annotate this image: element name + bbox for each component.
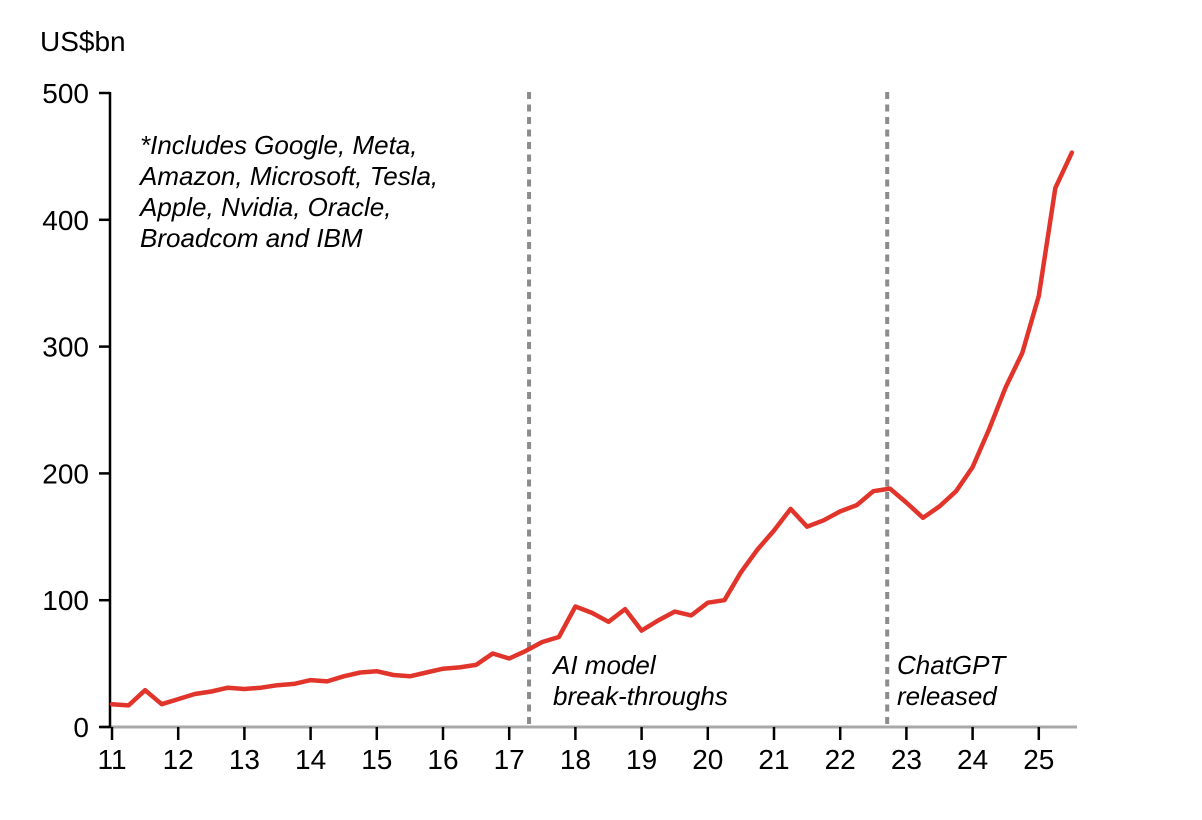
- y-tick-label-400: 400: [42, 205, 89, 236]
- x-tick-label-16: 16: [427, 744, 458, 775]
- series-footnote: *Includes Google, Meta, Amazon, Microsof…: [140, 130, 439, 253]
- x-tick-label-19: 19: [626, 744, 657, 775]
- y-tick-label-100: 100: [42, 585, 89, 616]
- x-tick-label-14: 14: [295, 744, 326, 775]
- x-tick-label-17: 17: [494, 744, 525, 775]
- x-tick-label-11: 11: [97, 744, 126, 775]
- y-tick-label-500: 500: [42, 78, 89, 109]
- x-tick-label-23: 23: [891, 744, 922, 775]
- y-tick-label-0: 0: [73, 712, 89, 743]
- x-tick-label-15: 15: [361, 744, 392, 775]
- x-tick-label-13: 13: [229, 744, 260, 775]
- y-axis-unit-label: US$bn: [40, 26, 126, 57]
- y-tick-label-200: 200: [42, 458, 89, 489]
- x-tick-label-20: 20: [692, 744, 723, 775]
- x-tick-label-21: 21: [758, 744, 789, 775]
- y-tick-label-300: 300: [42, 332, 89, 363]
- x-tick-label-25: 25: [1023, 744, 1054, 775]
- x-tick-label-12: 12: [163, 744, 194, 775]
- annotation-chatgpt-released: ChatGPT released: [897, 650, 1006, 711]
- x-tick-label-24: 24: [957, 744, 988, 775]
- annotation-ai-breakthroughs: AI model break-throughs: [553, 650, 728, 711]
- capex-line-series-0: [109, 150, 1075, 708]
- x-tick-label-22: 22: [825, 744, 856, 775]
- x-tick-label-18: 18: [560, 744, 591, 775]
